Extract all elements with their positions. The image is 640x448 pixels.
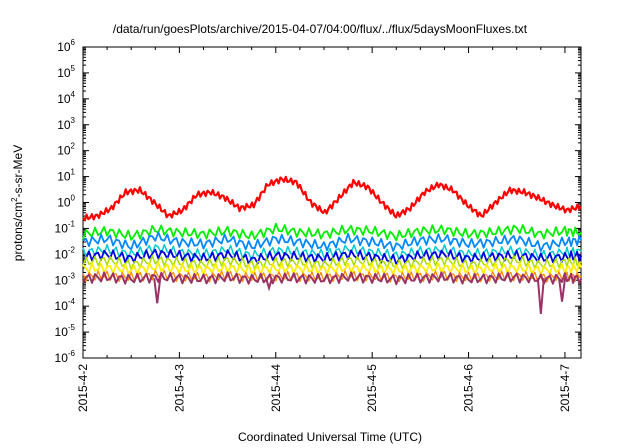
y-tick-base: 10: [55, 273, 69, 287]
y-tick-label: 106: [57, 38, 75, 54]
series-layer: [82, 175, 583, 315]
y-tick-label: 10-5: [55, 323, 76, 339]
y-tick-label: 102: [57, 142, 75, 158]
series-line-2: [82, 231, 583, 252]
y-tick-label: 10-2: [55, 245, 76, 261]
x-axis-label: Coordinated Universal Time (UTC): [238, 430, 422, 444]
x-tick-label: 2015-4-5: [365, 364, 379, 412]
y-tick-exp: -4: [68, 297, 76, 306]
y-tick-base: 10: [57, 92, 71, 106]
y-tick-label: 105: [57, 64, 75, 80]
y-tick-exp: -1: [68, 219, 76, 228]
x-tick-label: 2015-4-3: [172, 364, 186, 412]
x-tick-label: 2015-4-7: [558, 364, 572, 412]
y-tick-label: 10-6: [55, 349, 76, 365]
y-tick-base: 10: [55, 351, 69, 365]
y-tick-exp: 1: [71, 168, 76, 177]
y-tick-base: 10: [57, 196, 71, 210]
y-tick-label: 10-4: [55, 297, 76, 313]
y-tick-label: 10-1: [55, 219, 76, 235]
y-tick-exp: -2: [68, 245, 76, 254]
chart-title: /data/run/goesPlots/archive/2015-04-07/0…: [113, 22, 528, 36]
series-dip-1: [265, 277, 273, 292]
series-dip-3: [558, 278, 567, 302]
y-tick-label: 103: [57, 116, 75, 132]
y-axis-label-sup: 2: [10, 197, 19, 202]
y-tick-base: 10: [55, 325, 69, 339]
plot-frame: [82, 46, 582, 359]
series-line-1: [82, 222, 583, 242]
y-axis-label-rest: -s-sr-MeV: [11, 145, 25, 198]
y-tick-exp: -3: [68, 271, 76, 280]
y-tick-label: 10-3: [55, 271, 76, 287]
y-tick-base: 10: [57, 66, 71, 80]
y-tick-exp: -6: [68, 349, 76, 358]
series-dip-0: [153, 278, 162, 304]
y-tick-base: 10: [57, 118, 71, 132]
x-tick-label: 2015-4-2: [76, 364, 90, 412]
y-axis-label: protons/cm2-s-sr-MeV: [10, 145, 25, 261]
y-tick-base: 10: [55, 247, 69, 261]
y-tick-base: 10: [57, 40, 71, 54]
y-tick-exp: 2: [71, 142, 76, 151]
x-axis: 2015-4-2 2015-4-3 2015-4-4 2015-4-5 2015-4-6…: [76, 47, 572, 412]
y-tick-exp: 3: [71, 116, 76, 125]
y-tick-exp: 0: [71, 194, 76, 203]
y-tick-base: 10: [55, 221, 69, 235]
y-tick-exp: 4: [71, 90, 76, 99]
series-line-0: [82, 175, 582, 222]
y-tick-base: 10: [57, 170, 71, 184]
y-tick-exp: -5: [68, 323, 76, 332]
series-line-3: [82, 243, 582, 261]
y-tick-label: 101: [57, 168, 75, 184]
x-tick-label: 2015-4-4: [269, 364, 283, 412]
y-tick-base: 10: [55, 299, 69, 313]
y-tick-base: 10: [57, 144, 71, 158]
series-line-5: [82, 254, 582, 271]
y-tick-exp: 6: [71, 38, 76, 47]
x-tick-label: 2015-4-6: [462, 364, 476, 412]
y-axis: 10-610-510-410-310-210-11001011021031041…: [55, 38, 581, 365]
y-tick-exp: 5: [71, 64, 76, 73]
y-tick-label: 104: [57, 90, 75, 106]
series-line-8: [82, 271, 583, 286]
series-dip-2: [536, 278, 545, 315]
y-tick-label: 100: [57, 194, 75, 210]
y-axis-label-base: protons/cm: [11, 202, 25, 261]
